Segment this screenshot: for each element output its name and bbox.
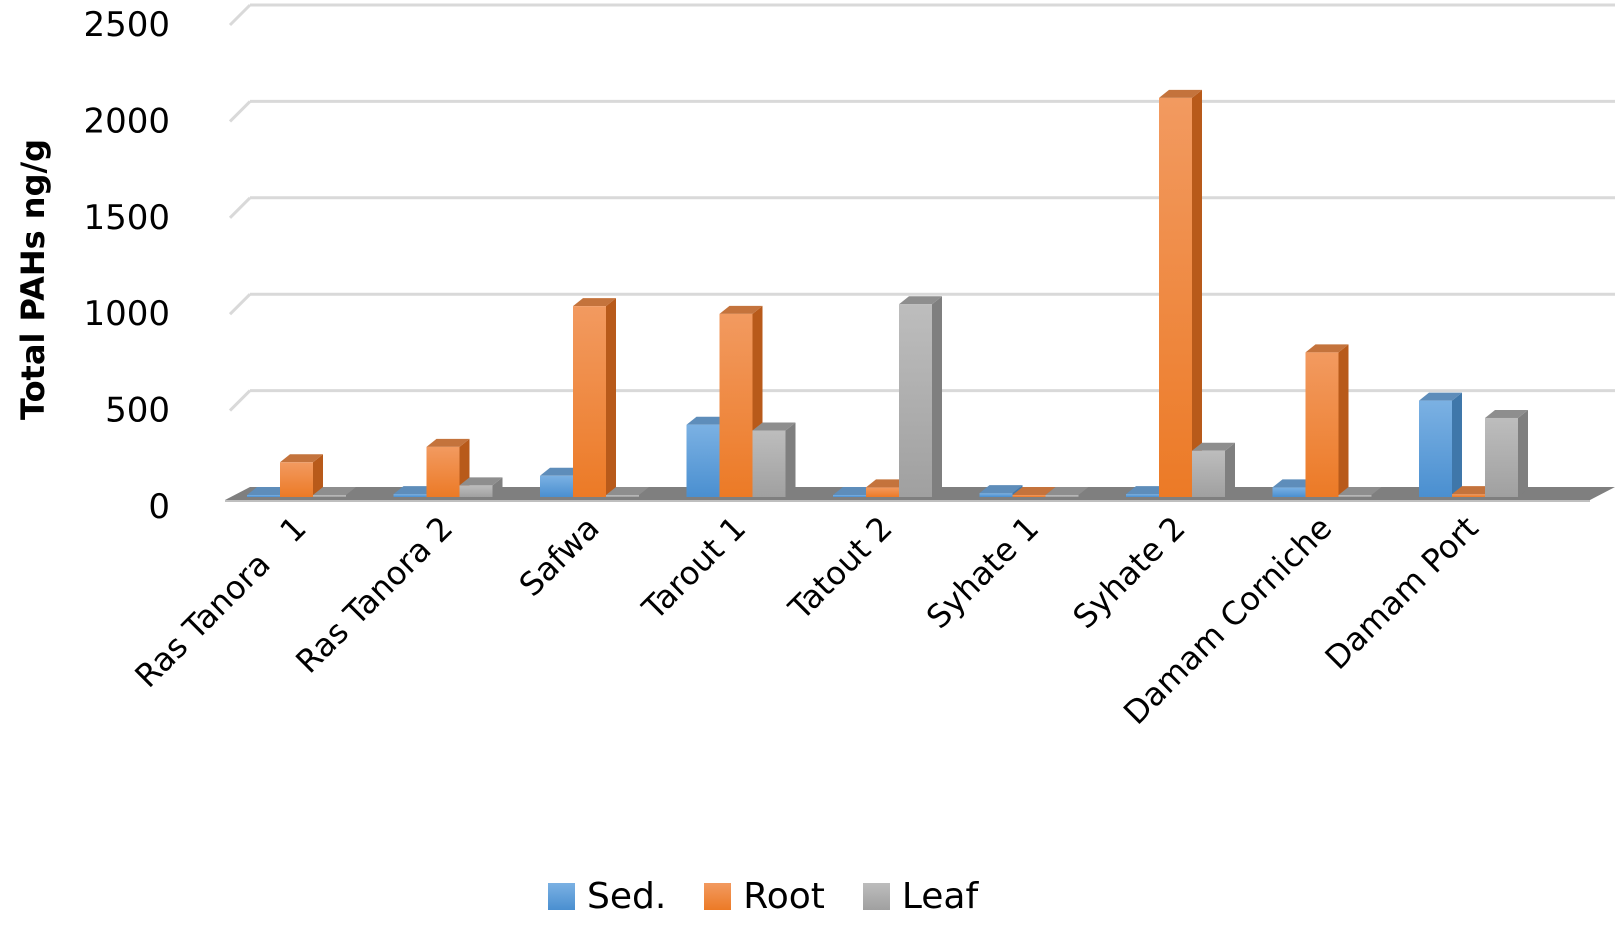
- x-tick-label: Ras Tanora 2: [288, 509, 460, 681]
- legend-item-root: Root: [704, 876, 825, 917]
- legend-swatch-leaf: [862, 883, 890, 910]
- legend: Sed. Root Leaf: [548, 876, 1016, 917]
- y-tick-label: 500: [105, 391, 170, 431]
- legend-swatch-root: [704, 883, 732, 910]
- x-tick-label: Tatout 2: [781, 509, 900, 628]
- legend-item-sed: Sed.: [548, 876, 666, 917]
- legend-label-root: Root: [743, 876, 825, 917]
- legend-swatch-sed: [548, 883, 575, 910]
- x-tick-label: Damam Port: [1317, 509, 1485, 677]
- bar-leaf: [313, 487, 356, 497]
- bar-leaf: [1485, 409, 1528, 497]
- bar-root: [573, 298, 616, 497]
- bar-leaf: [1338, 487, 1382, 497]
- legend-label-sed: Sed.: [587, 876, 667, 917]
- bar-root: [1305, 344, 1349, 497]
- bar-leaf: [459, 477, 503, 497]
- bar-root: [280, 454, 323, 497]
- legend-item-leaf: Leaf: [862, 876, 979, 917]
- x-tick-label: Syhate 1: [919, 509, 1046, 636]
- y-tick-label: 2000: [83, 101, 170, 141]
- bars: [247, 89, 1528, 498]
- legend-label-leaf: Leaf: [901, 876, 979, 917]
- y-tick-label: 1000: [83, 294, 170, 334]
- bar-leaf: [1045, 487, 1089, 497]
- y-tick-label: 2500: [83, 5, 170, 45]
- bar-leaf: [752, 422, 796, 497]
- x-tick-label: Ras Tanora 1: [127, 509, 313, 695]
- bar-leaf: [606, 487, 649, 497]
- y-axis-ticks: 0 500 1000 1500 2000 2500: [83, 5, 170, 527]
- bar-root: [1159, 89, 1202, 498]
- x-tick-label: Syhate 2: [1065, 509, 1192, 636]
- bar-sed: [1419, 392, 1462, 497]
- y-axis-title: Total PAHs ng/g: [14, 139, 52, 420]
- x-tick-label: Safwa: [512, 509, 607, 604]
- bar-leaf: [899, 296, 942, 497]
- y-tick-label: 1500: [83, 198, 170, 238]
- gridlines: [228, 3, 1615, 412]
- x-tick-label: Tarout 1: [634, 509, 753, 628]
- y-tick-label: 0: [148, 487, 170, 527]
- bar-leaf: [1192, 442, 1235, 497]
